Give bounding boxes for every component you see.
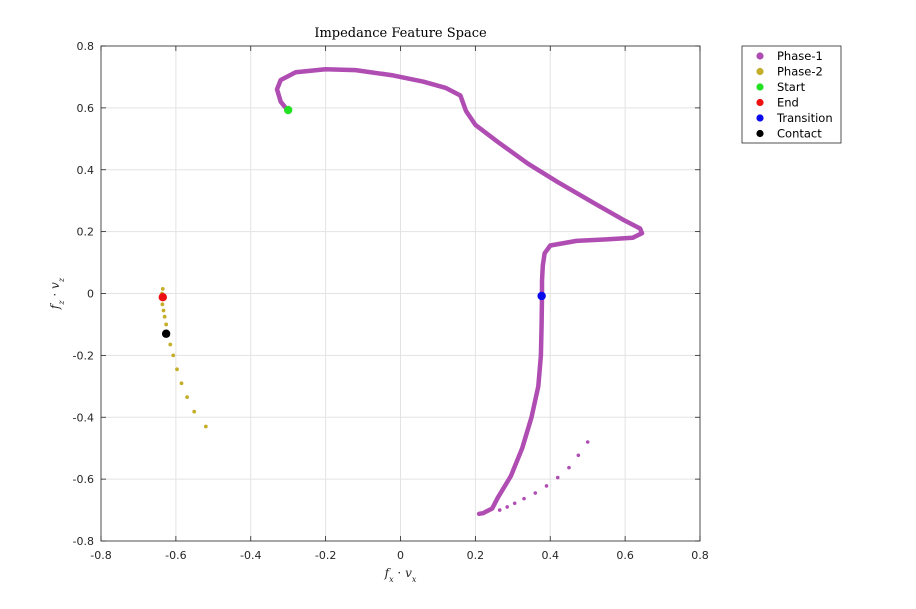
legend-label: End	[777, 96, 799, 110]
series-phase-2-point	[171, 353, 176, 358]
legend-swatch	[756, 129, 764, 138]
x-tick-label: 0.6	[616, 549, 634, 562]
legend-label: Contact	[777, 127, 822, 141]
data-layer	[158, 66, 645, 517]
legend-swatch	[756, 114, 764, 122]
x-tick-label: -0.4	[240, 549, 261, 562]
series-phase-1-point	[533, 491, 538, 495]
series-phase-1-point	[544, 484, 549, 488]
x-tick-label: 0.2	[467, 549, 485, 562]
y-tick-label: 0	[87, 288, 94, 301]
series-phase-2-point	[160, 302, 165, 307]
chart-title: Impedance Feature Space	[314, 26, 487, 41]
y-tick-label: -0.8	[73, 535, 94, 548]
legend-label: Phase-1	[777, 49, 823, 63]
series-phase-1-point	[497, 508, 502, 512]
series-phase-2-point	[175, 367, 179, 372]
x-tick-label: -0.6	[165, 549, 186, 562]
y-tick-label: -0.6	[73, 473, 94, 486]
series-phase-2-point	[203, 424, 208, 429]
x-tick-label: 0.8	[691, 549, 709, 562]
y-tick-label: 0.8	[77, 40, 95, 53]
series-phase-1-point	[522, 496, 526, 501]
series-phase-2-point	[160, 286, 165, 291]
y-tick-label: -0.2	[73, 349, 94, 362]
y-tick-label: 0.4	[77, 164, 95, 177]
x-tick-label: -0.2	[315, 549, 336, 562]
series-phase-1-point	[585, 440, 590, 444]
y-tick-label: 0.2	[77, 226, 95, 239]
y-axis-label: fz · vz	[48, 277, 66, 310]
series-phase-2-point	[168, 342, 173, 347]
legend-label: Transition	[776, 111, 833, 125]
series-phase-1-point	[576, 453, 581, 458]
x-tick-label: 0.4	[542, 549, 560, 562]
x-tick-label: 0	[397, 549, 404, 562]
marker-end	[158, 293, 167, 302]
grid	[100, 45, 701, 542]
series-phase-2-point	[162, 314, 167, 319]
legend-swatch	[756, 67, 764, 76]
marker-start	[283, 105, 293, 115]
series-phase-2-point	[161, 308, 166, 313]
marker-contact	[161, 329, 171, 338]
series-phase-1-point	[555, 475, 560, 480]
legend-box	[741, 45, 842, 144]
series-phase-2-point	[185, 395, 190, 400]
tick-labels: -0.8 -0.6 -0.4 -0.2 0 0.2 0.4 0.6 0.8 -0.8 -0.6 -0.…	[73, 40, 709, 562]
legend-label: Phase-2	[777, 65, 823, 79]
series-phase-2-point	[164, 322, 169, 327]
series-phase-2-point	[179, 381, 184, 386]
y-tick-label: 0.6	[77, 102, 95, 115]
series-phase-1-point	[567, 465, 571, 470]
series-phase-1-point	[505, 505, 509, 509]
series-phase-1-path	[274, 66, 645, 517]
x-tick-label: -0.8	[90, 549, 111, 562]
legend-swatch	[756, 52, 764, 60]
marker-transition	[537, 291, 546, 301]
y-tick-label: -0.4	[73, 411, 94, 424]
legend-swatch	[756, 83, 764, 91]
series-phase-2-point	[192, 409, 197, 414]
x-axis-label: fx · vx	[384, 566, 417, 584]
legend-swatch	[756, 98, 764, 107]
legend-label: Start	[777, 80, 806, 94]
series-phase-1-point	[512, 501, 517, 506]
